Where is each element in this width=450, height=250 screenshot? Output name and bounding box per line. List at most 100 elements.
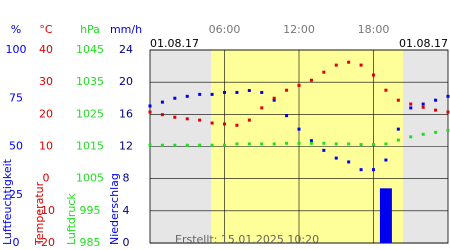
- data-point: [235, 123, 239, 127]
- data-point: [384, 88, 388, 92]
- data-point: [235, 90, 239, 94]
- data-point: [359, 63, 363, 67]
- start-date: 01.08.17: [150, 37, 199, 50]
- data-point: [372, 168, 375, 172]
- footer: Erstellt: 15.01.2025 10:20: [175, 233, 319, 246]
- bar: [379, 188, 392, 243]
- y-tick-label: 24: [119, 43, 133, 56]
- x-tick-label: 12:00: [283, 23, 315, 36]
- axis-title: Luftfeuchtigkeit: [1, 158, 14, 245]
- data-point: [359, 168, 363, 172]
- y-tick-label: -10: [37, 204, 55, 217]
- data-point: [173, 115, 177, 119]
- data-point: [285, 141, 289, 145]
- data-point: [260, 142, 264, 146]
- y-tick-label: 10: [39, 140, 53, 153]
- data-point: [223, 122, 226, 126]
- data-point: [434, 98, 438, 102]
- data-point: [334, 142, 338, 146]
- data-point: [198, 118, 202, 122]
- data-point: [210, 143, 214, 147]
- data-point: [334, 63, 338, 67]
- data-point: [309, 78, 313, 82]
- data-point: [173, 143, 177, 147]
- data-point: [309, 141, 313, 145]
- data-point: [247, 142, 251, 146]
- axis-title: Temperatur: [33, 181, 46, 246]
- data-point: [272, 96, 276, 100]
- y-tick-label: 1035: [76, 75, 104, 88]
- data-point: [334, 156, 338, 160]
- y-tick-label: 16: [119, 107, 133, 120]
- data-point: [185, 143, 189, 147]
- data-point: [223, 90, 226, 94]
- y-tick-label: 1045: [76, 43, 104, 56]
- data-point: [260, 90, 264, 94]
- y-tick-label: -20: [37, 236, 55, 249]
- data-point: [272, 98, 276, 102]
- data-point: [198, 92, 202, 96]
- data-point: [347, 60, 351, 64]
- data-point: [384, 142, 388, 146]
- data-point: [446, 128, 450, 132]
- data-point: [384, 158, 388, 162]
- data-point: [272, 142, 276, 146]
- data-point: [235, 142, 239, 146]
- data-point: [160, 143, 164, 147]
- y-tick-label: 4: [123, 204, 130, 217]
- data-point: [160, 100, 164, 104]
- data-point: [409, 135, 413, 139]
- daylight-band: [211, 50, 403, 244]
- data-point: [347, 160, 351, 164]
- end-date: 01.08.17: [399, 37, 448, 50]
- data-point: [247, 89, 251, 93]
- data-point: [372, 73, 375, 77]
- data-point: [372, 143, 375, 147]
- data-point: [148, 143, 152, 147]
- y-tick-label: 0: [13, 236, 20, 249]
- y-tick-label: 20: [39, 107, 53, 120]
- data-point: [347, 142, 351, 146]
- y-tick-label: 50: [9, 140, 23, 153]
- y-tick-label: 20: [119, 75, 133, 88]
- y-tick-label: 1005: [76, 172, 104, 185]
- data-point: [359, 143, 363, 147]
- axis-unit: °C: [39, 23, 53, 36]
- y-tick-label: 40: [39, 43, 53, 56]
- data-point: [409, 102, 413, 106]
- data-point: [434, 130, 438, 134]
- y-tick-label: 1015: [76, 140, 104, 153]
- data-point: [160, 113, 164, 117]
- axis-title: Niederschlag: [108, 173, 121, 245]
- data-point: [285, 88, 289, 92]
- axis-unit: mm/h: [110, 23, 142, 36]
- data-point: [148, 110, 152, 114]
- data-point: [223, 143, 226, 147]
- data-point: [396, 138, 400, 142]
- data-point: [322, 141, 326, 145]
- data-point: [421, 105, 425, 109]
- data-point: [210, 121, 214, 125]
- x-tick-label: 18:00: [358, 23, 390, 36]
- y-tick-label: 8: [123, 172, 130, 185]
- axis-title: Luftdruck: [65, 193, 78, 245]
- data-point: [409, 106, 413, 110]
- data-point: [446, 110, 450, 114]
- data-point: [297, 83, 301, 87]
- data-point: [309, 139, 313, 143]
- data-point: [446, 94, 450, 98]
- data-point: [148, 104, 152, 108]
- y-tick-label: 0: [43, 172, 50, 185]
- data-point: [322, 148, 326, 152]
- data-point: [247, 118, 251, 122]
- y-tick-label: 985: [80, 236, 101, 249]
- y-tick-label: 25: [9, 188, 23, 201]
- data-point: [173, 96, 177, 100]
- data-point: [434, 108, 438, 112]
- y-tick-label: 1025: [76, 107, 104, 120]
- y-tick-label: 995: [80, 204, 101, 217]
- data-point: [322, 70, 326, 74]
- axis-unit: %: [11, 23, 21, 36]
- data-point: [421, 102, 425, 106]
- data-point: [297, 141, 301, 145]
